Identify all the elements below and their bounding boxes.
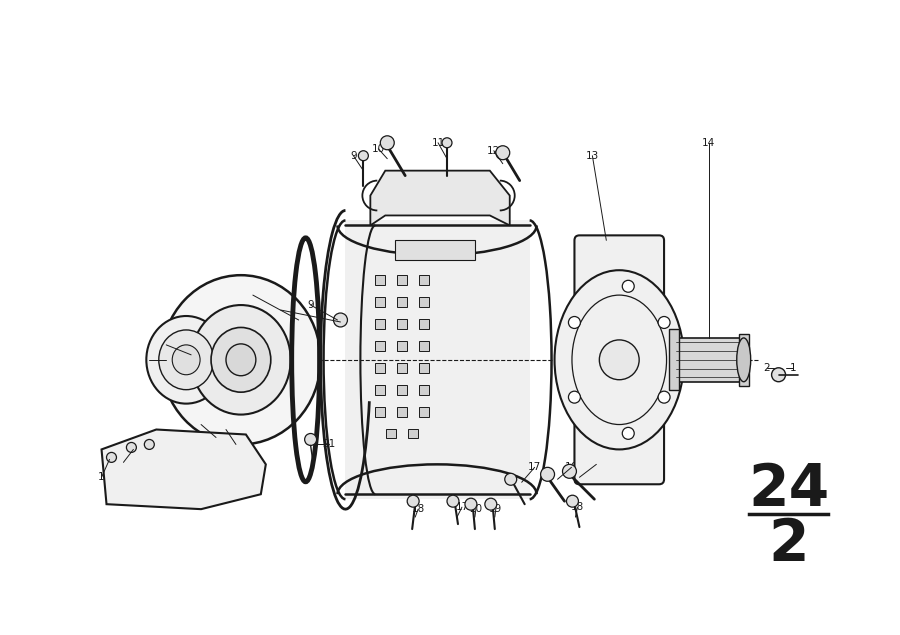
Circle shape [304,434,317,445]
Circle shape [599,340,639,380]
Circle shape [622,427,634,439]
Ellipse shape [554,271,684,450]
Circle shape [541,467,554,481]
Bar [419,341,429,351]
Ellipse shape [211,328,271,392]
Text: 3: 3 [198,420,204,429]
Bar [375,363,385,373]
Bar [375,341,385,351]
Text: 18: 18 [411,504,425,514]
Text: 18: 18 [571,502,584,512]
Text: 4: 4 [222,425,230,434]
Text: 2: 2 [769,516,809,573]
FancyBboxPatch shape [346,220,530,499]
Polygon shape [370,171,509,225]
Bar [739,333,749,386]
Bar [419,319,429,329]
Text: 17: 17 [528,462,541,472]
Bar [397,319,407,329]
Bar [397,275,407,285]
Bar [375,406,385,417]
Ellipse shape [158,330,213,390]
Text: 20: 20 [469,504,482,514]
Bar [395,240,475,260]
Text: 11: 11 [431,138,445,148]
Text: 12: 12 [487,146,500,156]
Ellipse shape [147,316,226,404]
Ellipse shape [191,305,291,415]
Text: 24: 24 [748,461,829,518]
Circle shape [622,280,634,292]
Bar [397,341,407,351]
Polygon shape [102,429,266,509]
Bar [397,297,407,307]
Circle shape [485,498,497,510]
Ellipse shape [737,338,751,382]
Text: 9: 9 [307,300,314,310]
Text: 5: 5 [146,355,153,365]
Text: 15: 15 [590,459,603,469]
Bar [375,319,385,329]
Text: 16: 16 [565,462,578,472]
Text: 7: 7 [249,290,256,300]
Circle shape [771,368,786,382]
Bar [419,385,429,395]
Circle shape [358,150,368,161]
Bar [397,406,407,417]
Bar [375,297,385,307]
Text: 17: 17 [455,502,469,512]
FancyBboxPatch shape [574,236,664,485]
Circle shape [505,473,517,485]
Bar [419,275,429,285]
Bar [397,385,407,395]
Circle shape [126,443,137,452]
Text: 19: 19 [490,504,502,514]
Ellipse shape [161,275,320,444]
Bar [409,429,419,439]
Bar [419,406,429,417]
Circle shape [569,391,580,403]
Text: 2: 2 [120,457,127,467]
Circle shape [566,495,579,507]
Bar [375,275,385,285]
Bar [375,385,385,395]
Text: 14: 14 [702,138,716,148]
Circle shape [465,498,477,510]
Bar [674,338,743,382]
Text: 13: 13 [586,150,599,161]
Bar [397,363,407,373]
Bar [669,329,679,391]
Bar [419,363,429,373]
Circle shape [447,495,459,507]
Text: 21: 21 [322,439,335,450]
Text: 1: 1 [790,363,796,373]
Text: 8: 8 [277,305,284,315]
Text: 10: 10 [372,144,385,154]
Circle shape [569,316,580,328]
Bar [386,429,396,439]
Circle shape [496,146,509,159]
Bar [419,297,429,307]
Circle shape [562,464,576,478]
Text: 2: 2 [763,363,769,373]
Ellipse shape [172,345,200,375]
Circle shape [334,313,347,327]
Ellipse shape [226,344,256,376]
Text: 9: 9 [350,150,356,161]
Circle shape [658,391,670,403]
Circle shape [442,138,452,148]
Circle shape [658,316,670,328]
Circle shape [381,136,394,150]
Text: 6: 6 [163,340,169,350]
Circle shape [106,452,116,462]
Circle shape [144,439,154,450]
Text: 1: 1 [98,472,104,483]
Circle shape [407,495,419,507]
